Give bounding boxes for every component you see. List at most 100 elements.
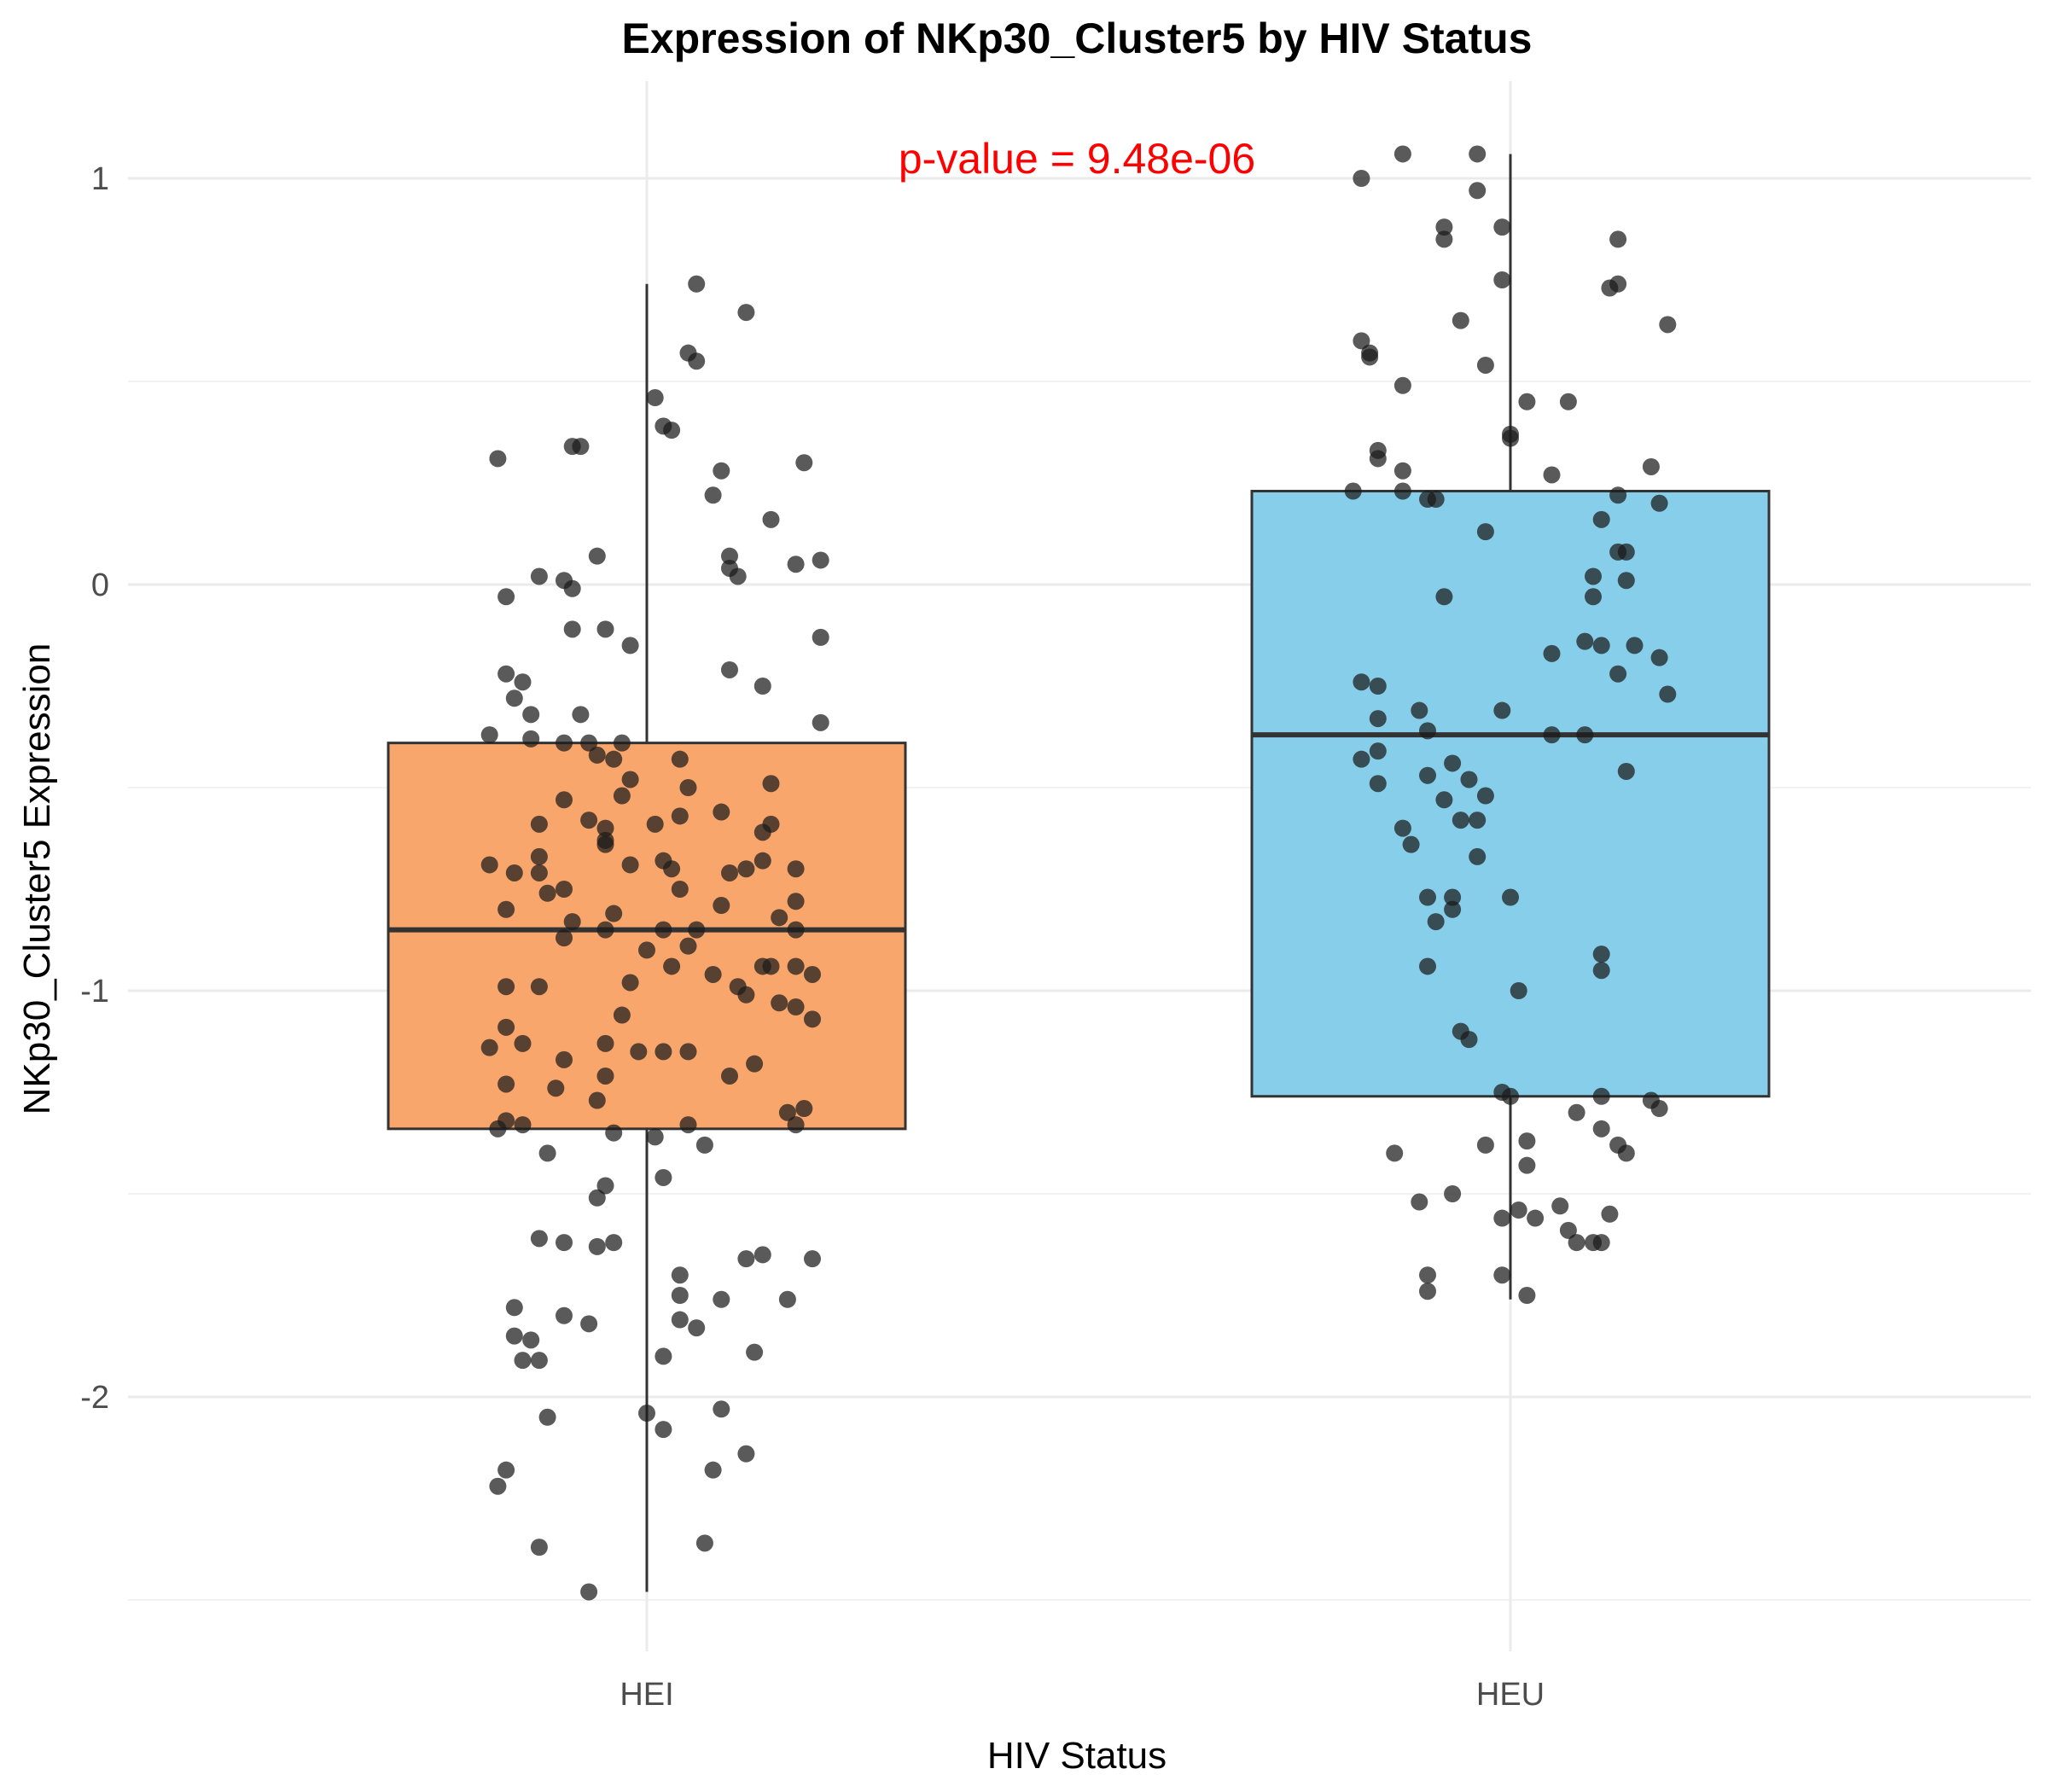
data-point (596, 1034, 614, 1052)
data-point (530, 815, 548, 833)
data-point (1601, 1205, 1619, 1223)
data-point (1469, 145, 1487, 163)
data-point (1585, 588, 1602, 606)
data-point (795, 454, 813, 472)
data-point (812, 551, 829, 569)
data-point (771, 909, 788, 927)
data-point (613, 787, 631, 805)
data-point (1543, 644, 1561, 662)
data-point (588, 1091, 606, 1109)
data-point (762, 775, 780, 793)
boxes (387, 154, 1771, 1592)
data-point (1469, 182, 1487, 200)
data-point (613, 1006, 631, 1024)
data-point (713, 1400, 730, 1418)
data-point (1393, 819, 1411, 837)
data-point (1502, 1087, 1519, 1105)
data-point (1353, 673, 1370, 691)
data-point (1510, 982, 1527, 999)
data-point (572, 706, 590, 724)
data-point (514, 1352, 532, 1370)
data-point (588, 1189, 606, 1207)
data-point (1353, 170, 1370, 187)
data-point (1576, 632, 1594, 650)
jitter-points (480, 145, 1677, 1601)
data-point (497, 978, 515, 996)
data-point (688, 275, 706, 293)
y-tick-label: -1 (80, 974, 109, 1009)
data-point (671, 881, 689, 898)
data-point (605, 1234, 623, 1252)
data-point (556, 881, 573, 898)
data-point (1592, 510, 1610, 528)
data-point (556, 791, 573, 809)
data-point (1435, 230, 1453, 248)
data-point (497, 1461, 515, 1479)
data-point (588, 1237, 606, 1255)
data-point (556, 734, 573, 752)
data-point (1393, 462, 1411, 480)
data-point (1353, 750, 1370, 768)
data-point (713, 462, 730, 480)
data-point (621, 856, 639, 874)
data-point (538, 884, 556, 902)
data-point (497, 900, 515, 918)
data-point (1502, 429, 1519, 447)
data-point (497, 588, 515, 606)
data-point (1543, 726, 1561, 744)
data-point (596, 620, 614, 638)
data-point (721, 660, 738, 678)
data-point (1460, 771, 1478, 788)
data-point (1592, 945, 1610, 963)
data-point (1609, 230, 1627, 248)
data-point (1650, 1100, 1668, 1118)
data-point (1411, 1193, 1428, 1211)
data-point (1592, 1120, 1610, 1137)
data-point (753, 678, 771, 695)
data-point (556, 929, 573, 947)
data-point (556, 1234, 573, 1252)
data-point (812, 713, 829, 731)
data-point (530, 847, 548, 865)
data-point (1469, 847, 1487, 865)
data-point (1576, 726, 1594, 744)
data-point (655, 921, 672, 939)
data-point (804, 1010, 821, 1028)
data-point (762, 957, 780, 975)
data-point (522, 730, 540, 748)
box-hei (387, 283, 907, 1592)
data-point (1518, 1287, 1536, 1304)
data-point (605, 1124, 623, 1142)
data-point (695, 1136, 713, 1154)
data-point (655, 1043, 672, 1061)
data-point (514, 1034, 532, 1052)
data-point (787, 893, 805, 911)
data-point (713, 897, 730, 915)
data-point (613, 734, 631, 752)
data-point (596, 819, 614, 837)
data-point (771, 994, 788, 1012)
data-point (787, 860, 805, 878)
data-point (746, 1055, 764, 1073)
data-point (530, 567, 548, 585)
data-point (1609, 486, 1627, 504)
y-tick-label: 1 (91, 161, 109, 197)
data-point (497, 1112, 515, 1130)
data-point (522, 1331, 540, 1349)
data-point (787, 556, 805, 573)
data-point (489, 1477, 507, 1495)
data-point (514, 1116, 532, 1134)
data-point (1452, 311, 1469, 329)
data-point (1592, 637, 1610, 655)
data-point (1559, 1221, 1577, 1239)
data-point (1617, 572, 1635, 590)
data-point (1518, 1156, 1536, 1174)
data-point (588, 746, 606, 764)
data-point (1369, 450, 1387, 468)
data-point (1393, 376, 1411, 394)
data-point (778, 1290, 796, 1308)
data-point (663, 957, 681, 975)
data-point (737, 1250, 755, 1268)
data-point (1419, 766, 1436, 784)
